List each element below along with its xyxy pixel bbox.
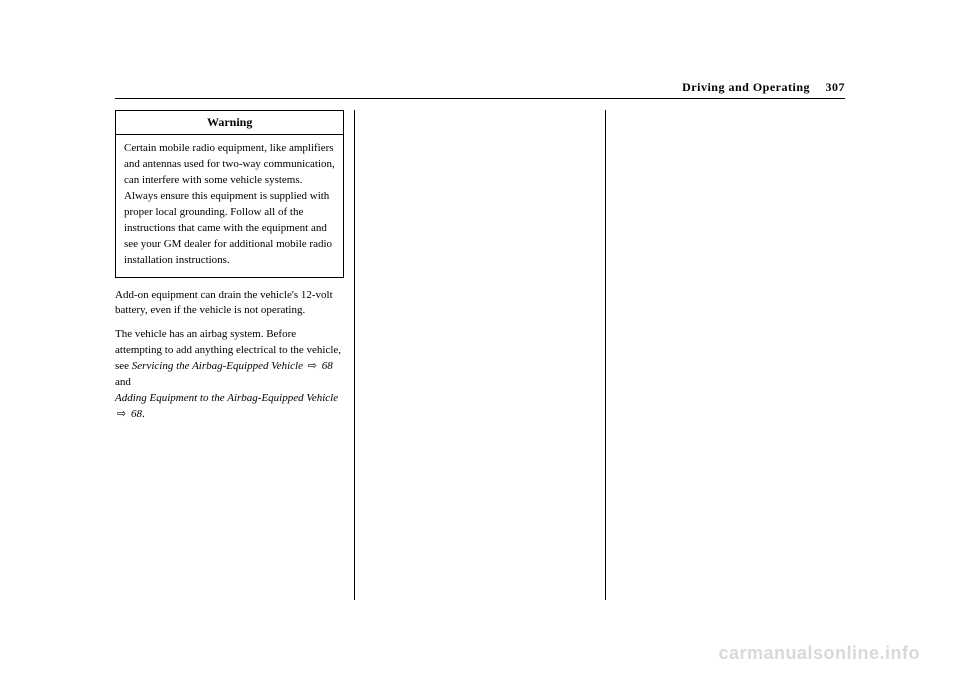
watermark: carmanualsonline.info bbox=[718, 643, 920, 664]
page-header: Driving and Operating 307 bbox=[682, 80, 845, 95]
page: Driving and Operating 307 Warning Certai… bbox=[115, 80, 845, 620]
xref-2-text: Adding Equipment to the Airbag-Equipped … bbox=[115, 392, 338, 404]
xref-2-page: 68 bbox=[131, 408, 142, 420]
period: . bbox=[142, 408, 145, 420]
header-rule bbox=[115, 98, 845, 99]
column-layout: Warning Certain mobile radio equipment, … bbox=[115, 110, 845, 600]
paragraph-2: The vehicle has an airbag system. Before… bbox=[115, 327, 344, 423]
xref-1-text: Servicing the Airbag-Equipped Vehicle bbox=[132, 360, 303, 372]
column-1: Warning Certain mobile radio equipment, … bbox=[115, 110, 355, 600]
warning-body: Certain mobile radio equipment, like amp… bbox=[116, 135, 343, 277]
warning-box: Warning Certain mobile radio equipment, … bbox=[115, 110, 344, 278]
xref-icon: ⇨ bbox=[117, 407, 126, 423]
xref-1-page: 68 bbox=[322, 360, 333, 372]
and-text: and bbox=[115, 376, 131, 388]
warning-title: Warning bbox=[116, 111, 343, 135]
xref-icon: ⇨ bbox=[308, 359, 317, 375]
column-2 bbox=[355, 110, 605, 600]
page-number: 307 bbox=[826, 80, 846, 94]
section-title: Driving and Operating bbox=[682, 80, 810, 94]
paragraph-1: Add-on equipment can drain the vehicle's… bbox=[115, 288, 344, 320]
column-3 bbox=[606, 110, 845, 600]
